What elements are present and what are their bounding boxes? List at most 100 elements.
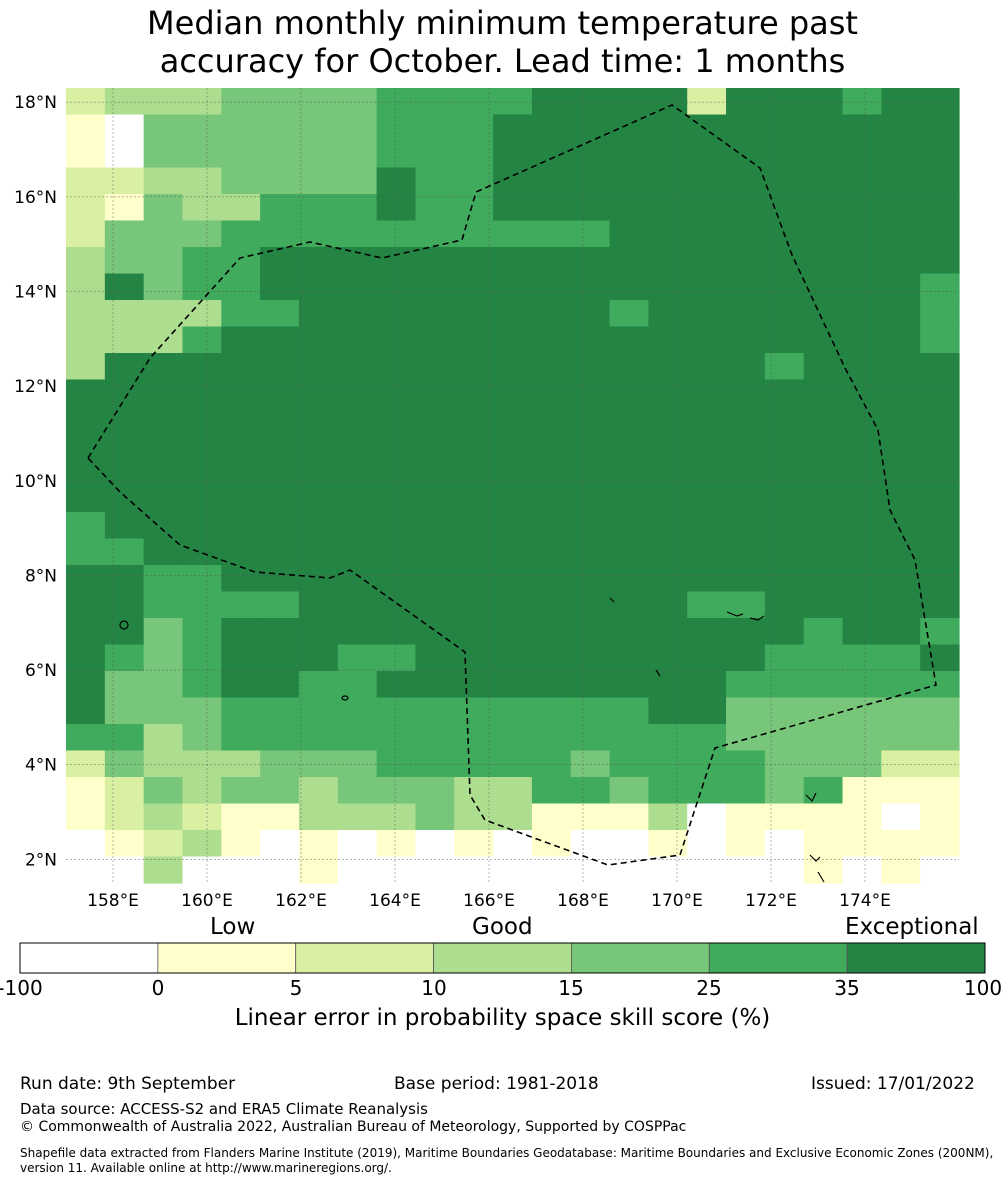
grid-cell — [570, 750, 611, 778]
grid-cell — [298, 750, 339, 778]
grid-cell — [609, 512, 649, 540]
grid-cell — [337, 167, 378, 195]
grid-cell — [648, 88, 688, 116]
grid-cell — [260, 538, 300, 566]
grid-cell — [570, 485, 611, 513]
grid-cell — [726, 326, 766, 354]
grid-cell — [376, 803, 417, 831]
island — [609, 597, 615, 603]
grid-cell — [415, 671, 455, 699]
grid-cell — [726, 194, 766, 222]
latitude-label: 8°N — [25, 566, 57, 586]
grid-cell — [104, 830, 145, 858]
grid-cell — [298, 856, 339, 884]
latitude-label: 14°N — [14, 282, 57, 302]
grid-cell — [920, 300, 960, 328]
map-title-line2: accuracy for October. Lead time: 1 month… — [159, 42, 846, 80]
grid-cell — [570, 538, 611, 566]
grid-cell — [66, 777, 106, 805]
grid-cell — [104, 697, 145, 725]
grid-cell — [454, 141, 494, 169]
grid-cell — [609, 406, 649, 434]
grid-cell — [920, 697, 960, 725]
latitude-label: 10°N — [14, 472, 57, 492]
grid-cell — [570, 167, 611, 195]
grid-cell — [66, 697, 106, 725]
grid-cell — [531, 618, 572, 646]
grid-cell — [376, 379, 417, 407]
grid-cell — [454, 114, 494, 142]
grid-cell — [609, 432, 649, 460]
grid-cell — [881, 114, 921, 142]
grid-cell — [260, 485, 300, 513]
grid-cell — [842, 750, 882, 778]
eez-boundary-line — [86, 104, 937, 866]
grid-cell — [182, 591, 222, 619]
grid-cell — [221, 379, 261, 407]
grid-cell — [104, 591, 145, 619]
grid-cell — [609, 300, 649, 328]
grid-cell — [687, 512, 727, 540]
category-label-exceptional: Exceptional — [845, 914, 979, 940]
grid-cell — [182, 618, 222, 646]
grid-cell — [66, 194, 106, 222]
grid-cell — [493, 538, 533, 566]
grid-cell — [842, 777, 882, 805]
grid-cell — [687, 247, 727, 275]
grid-cell — [803, 724, 844, 752]
grid-cell — [104, 247, 145, 275]
grid-cell — [66, 326, 106, 354]
grid-cell — [920, 353, 960, 381]
grid-cell — [376, 644, 417, 672]
grid-cell — [726, 565, 766, 593]
grid-cell — [881, 777, 921, 805]
grid-cell — [920, 220, 960, 248]
grid-cell — [493, 724, 533, 752]
grid-cell — [337, 353, 378, 381]
grid-cell — [570, 220, 611, 248]
grid-cell — [803, 194, 844, 222]
grid-cell — [881, 538, 921, 566]
grid-cell — [803, 803, 844, 831]
grid-cell — [803, 644, 844, 672]
grid-cell — [687, 830, 727, 858]
grid-cell — [764, 512, 805, 540]
grid-cell — [415, 459, 455, 487]
grid-cell — [221, 644, 261, 672]
grid-cell — [221, 591, 261, 619]
grid-cell — [493, 114, 533, 142]
grid-cell — [570, 459, 611, 487]
copyright: © Commonwealth of Australia 2022, Austra… — [20, 1119, 687, 1135]
grid-cell — [66, 856, 106, 884]
grid-cell — [415, 697, 455, 725]
grid-cell — [764, 618, 805, 646]
grid-cell — [493, 326, 533, 354]
grid-cell — [764, 247, 805, 275]
grid-cell — [221, 830, 261, 858]
grid-cell — [609, 353, 649, 381]
grid-cell — [609, 326, 649, 354]
grid-cell — [920, 591, 960, 619]
grid-cell — [376, 88, 417, 116]
grid-cell — [260, 247, 300, 275]
grid-cell — [570, 247, 611, 275]
grid-cell — [687, 538, 727, 566]
grid-cell — [454, 432, 494, 460]
grid-cell — [726, 167, 766, 195]
grid-cell — [531, 856, 572, 884]
grid-cell — [298, 459, 339, 487]
grid-cell — [531, 591, 572, 619]
grid-cell — [531, 565, 572, 593]
grid-cell — [221, 512, 261, 540]
grid-cell — [609, 273, 649, 301]
colorbar — [19, 942, 986, 974]
grid-cell — [842, 856, 882, 884]
grid-cell — [376, 830, 417, 858]
grid-cell — [531, 512, 572, 540]
grid-cell — [104, 406, 145, 434]
grid-cell — [648, 618, 688, 646]
grid-cell — [493, 379, 533, 407]
grid-cell — [337, 671, 378, 699]
grid-cell — [298, 194, 339, 222]
colorbar-segment — [19, 942, 159, 974]
